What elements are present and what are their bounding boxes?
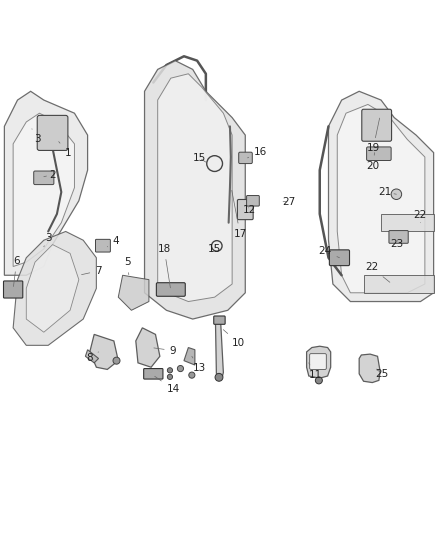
Text: 22: 22 bbox=[413, 210, 426, 223]
Text: 6: 6 bbox=[13, 256, 20, 287]
FancyBboxPatch shape bbox=[156, 282, 185, 296]
FancyBboxPatch shape bbox=[389, 231, 408, 243]
Text: 12: 12 bbox=[243, 205, 256, 215]
FancyBboxPatch shape bbox=[4, 281, 23, 298]
Polygon shape bbox=[85, 350, 99, 363]
Text: 19: 19 bbox=[367, 118, 380, 154]
Text: 14: 14 bbox=[155, 376, 180, 394]
Text: 15: 15 bbox=[208, 244, 221, 254]
Circle shape bbox=[113, 357, 120, 364]
FancyBboxPatch shape bbox=[367, 147, 391, 160]
Circle shape bbox=[391, 189, 402, 199]
Text: 9: 9 bbox=[154, 345, 177, 356]
Polygon shape bbox=[359, 354, 380, 383]
Text: 2: 2 bbox=[44, 169, 56, 180]
Text: 1: 1 bbox=[59, 142, 71, 158]
Circle shape bbox=[167, 368, 173, 373]
Text: 15: 15 bbox=[193, 153, 206, 163]
FancyBboxPatch shape bbox=[214, 316, 225, 324]
Text: 4: 4 bbox=[107, 236, 120, 247]
FancyBboxPatch shape bbox=[329, 250, 350, 265]
Polygon shape bbox=[26, 245, 79, 332]
Text: 24: 24 bbox=[318, 246, 339, 258]
Text: 20: 20 bbox=[367, 152, 380, 171]
Text: 3: 3 bbox=[32, 129, 41, 144]
Text: 18: 18 bbox=[158, 244, 171, 288]
Polygon shape bbox=[184, 348, 195, 365]
Text: 21: 21 bbox=[378, 187, 396, 197]
Text: 27: 27 bbox=[283, 197, 296, 207]
Polygon shape bbox=[381, 214, 434, 231]
Polygon shape bbox=[337, 104, 425, 293]
Polygon shape bbox=[364, 275, 434, 293]
FancyBboxPatch shape bbox=[362, 109, 392, 141]
Polygon shape bbox=[136, 328, 160, 367]
Polygon shape bbox=[158, 74, 232, 302]
Text: 25: 25 bbox=[375, 369, 389, 379]
Circle shape bbox=[215, 374, 223, 381]
Text: 7: 7 bbox=[81, 266, 102, 276]
Text: 16: 16 bbox=[247, 147, 267, 158]
Polygon shape bbox=[90, 334, 118, 369]
Circle shape bbox=[167, 374, 173, 379]
FancyBboxPatch shape bbox=[237, 199, 253, 220]
Polygon shape bbox=[328, 91, 434, 302]
Text: 8: 8 bbox=[86, 352, 99, 364]
Polygon shape bbox=[215, 321, 223, 377]
Text: 22: 22 bbox=[365, 262, 390, 282]
Polygon shape bbox=[118, 275, 149, 310]
FancyBboxPatch shape bbox=[310, 354, 326, 369]
FancyBboxPatch shape bbox=[37, 115, 68, 150]
Text: 13: 13 bbox=[192, 356, 206, 373]
Text: 5: 5 bbox=[124, 257, 131, 274]
Polygon shape bbox=[4, 91, 88, 275]
Polygon shape bbox=[145, 61, 245, 319]
FancyBboxPatch shape bbox=[247, 196, 259, 206]
Polygon shape bbox=[13, 113, 74, 266]
Circle shape bbox=[315, 377, 322, 384]
Circle shape bbox=[177, 366, 184, 372]
Polygon shape bbox=[13, 231, 96, 345]
FancyBboxPatch shape bbox=[144, 368, 163, 379]
FancyBboxPatch shape bbox=[239, 152, 252, 164]
FancyBboxPatch shape bbox=[34, 171, 54, 184]
Text: 17: 17 bbox=[232, 190, 247, 239]
Text: 10: 10 bbox=[223, 329, 245, 348]
Text: 11: 11 bbox=[309, 363, 322, 380]
Polygon shape bbox=[307, 346, 331, 378]
FancyBboxPatch shape bbox=[95, 239, 110, 252]
Circle shape bbox=[189, 372, 195, 378]
Text: 3: 3 bbox=[44, 233, 52, 247]
Text: 23: 23 bbox=[390, 239, 403, 249]
